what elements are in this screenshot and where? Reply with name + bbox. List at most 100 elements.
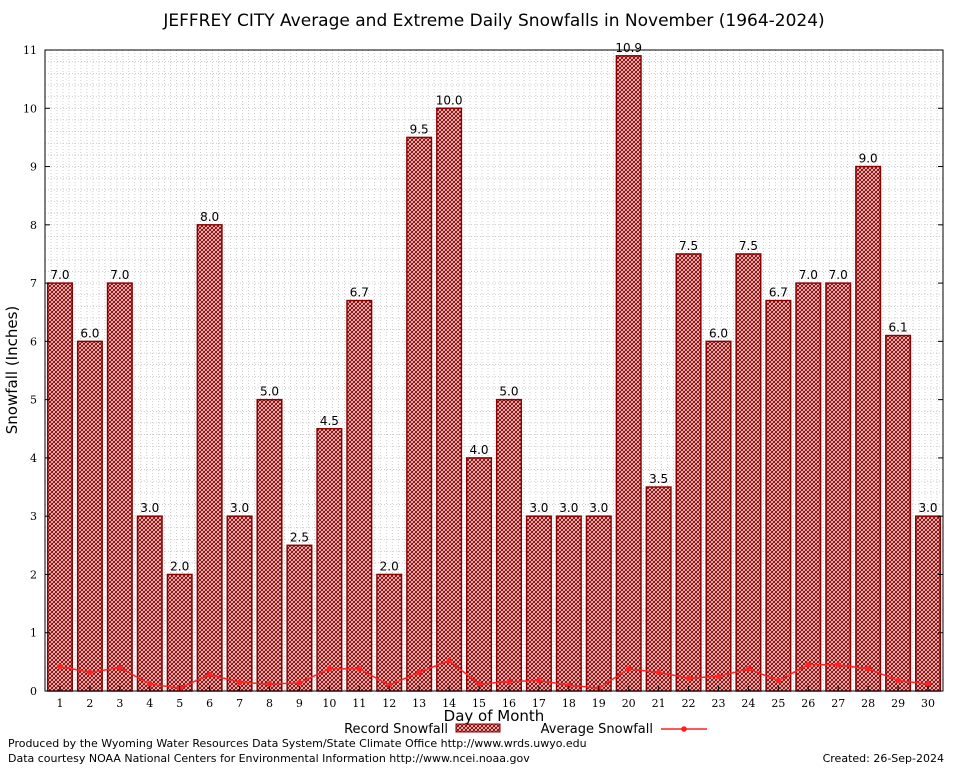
bar-value-label: 2.5 <box>290 530 309 544</box>
x-ticks: 1 2 3 4 5 6 7 8 9 10 11 12 13 14 15 16 17 18 19 20 21 22 23 24 2… <box>56 686 935 710</box>
y-tick-label: 7 <box>30 277 37 290</box>
bar-value-label: 4.5 <box>320 414 339 428</box>
average-point-day-30 <box>925 681 931 687</box>
average-point-day-7 <box>236 679 243 686</box>
bar-record-day-18 <box>555 515 582 692</box>
average-point-day-14 <box>446 657 452 664</box>
average-point-day-24 <box>745 666 752 672</box>
bar-value-label: 7.0 <box>50 268 69 282</box>
bar-record-day-14 <box>436 107 463 692</box>
y-tick-label: 2 <box>30 568 37 581</box>
y-tick-label: 10 <box>23 102 37 115</box>
bar-value-label: 7.0 <box>110 268 129 282</box>
bar-value-label: 10.9 <box>615 41 642 55</box>
bar-value-label: 8.0 <box>200 210 219 224</box>
x-tick-label: 25 <box>771 697 785 710</box>
bar-record-day-27 <box>825 282 852 692</box>
x-tick-label: 23 <box>712 697 726 710</box>
bar-record-day-23 <box>705 340 732 692</box>
y-tick-label: 4 <box>30 452 37 465</box>
x-tick-label: 22 <box>682 697 696 710</box>
x-tick-label: 11 <box>352 697 366 710</box>
bar-record-day-3 <box>106 282 133 692</box>
bar-record-day-11 <box>346 299 373 692</box>
x-tick-label: 14 <box>442 697 456 710</box>
average-point-day-18 <box>566 682 572 688</box>
y-axis-label: Snowfall (Inches) <box>3 306 21 434</box>
bar-record-day-1 <box>46 282 73 692</box>
bar-record-day-24 <box>735 253 762 692</box>
x-tick-label: 4 <box>146 697 153 710</box>
average-line <box>57 657 931 691</box>
footer-courtesy: Data courtesy NOAA National Centers for … <box>8 752 530 765</box>
bar-value-label: 5.0 <box>260 385 279 399</box>
bar-value-label: 3.5 <box>649 472 668 486</box>
bar-value-label: 3.0 <box>529 501 548 515</box>
y-tick-label: 1 <box>30 627 37 640</box>
bar-value-label: 2.0 <box>380 559 399 573</box>
x-tick-label: 28 <box>861 697 875 710</box>
bar-record-day-13 <box>406 136 433 692</box>
average-point-day-15 <box>476 681 482 687</box>
bar-value-label: 7.5 <box>739 239 758 253</box>
bar-value-label: 7.0 <box>829 268 848 282</box>
average-point-day-3 <box>117 664 123 671</box>
x-tick-label: 8 <box>266 697 273 710</box>
x-tick-label: 30 <box>921 697 935 710</box>
bar-record-day-16 <box>495 398 522 692</box>
bar-record-day-2 <box>76 340 103 692</box>
bar-value-label: 6.7 <box>350 286 369 300</box>
average-series-line <box>59 659 929 689</box>
bar-value-label: 6.0 <box>709 326 728 340</box>
average-point-day-16 <box>506 678 512 685</box>
x-tick-label: 21 <box>652 697 666 710</box>
bar-record-day-9 <box>286 544 313 692</box>
average-point-day-21 <box>655 669 662 676</box>
bar-value-label: 7.5 <box>679 239 698 253</box>
average-point-day-12 <box>386 682 393 688</box>
y-tick-label: 9 <box>30 161 37 174</box>
x-tick-label: 5 <box>176 697 183 710</box>
legend-average-label: Average Snowfall <box>541 722 653 737</box>
average-point-day-27 <box>835 661 842 668</box>
bar-record-day-4 <box>136 515 163 692</box>
x-tick-label: 3 <box>116 697 123 710</box>
x-tick-label: 29 <box>891 697 905 710</box>
bar-value-label: 3.0 <box>918 501 937 515</box>
average-point-day-10 <box>326 666 333 672</box>
bar-record-day-5 <box>166 573 193 692</box>
bar-record-day-10 <box>316 428 343 692</box>
x-tick-label: 9 <box>296 697 303 710</box>
legend: Record Snowfall Average Snowfall <box>344 722 707 737</box>
bar-record-day-12 <box>376 573 403 692</box>
bar-value-label: 3.0 <box>230 501 249 515</box>
bar-value-label: 10.0 <box>436 93 463 107</box>
x-tick-label: 7 <box>236 697 243 710</box>
legend-record-swatch <box>455 723 501 733</box>
x-tick-label: 24 <box>741 697 755 710</box>
average-point-day-17 <box>536 677 542 684</box>
bar-record-day-7 <box>226 515 253 692</box>
x-tick-label: 10 <box>322 697 336 710</box>
bar-value-label: 2.0 <box>170 559 189 573</box>
average-point-day-13 <box>416 669 422 676</box>
x-tick-label: 15 <box>472 697 486 710</box>
bar-record-day-25 <box>765 299 792 692</box>
bar-value-label: 6.1 <box>889 321 908 335</box>
x-tick-label: 18 <box>562 697 576 710</box>
y-tick-label: 5 <box>30 394 37 407</box>
footer-created: Created: 26-Sep-2024 <box>823 752 944 765</box>
average-point-day-1 <box>57 663 63 670</box>
x-tick-label: 19 <box>592 697 606 710</box>
bar-value-label: 3.0 <box>140 501 159 515</box>
x-tick-label: 6 <box>206 697 213 710</box>
footer-produced: Produced by the Wyoming Water Resources … <box>8 737 587 750</box>
average-point-day-2 <box>87 669 93 676</box>
bar-value-label: 6.7 <box>769 286 788 300</box>
bar-record-day-8 <box>256 398 283 692</box>
x-tick-label: 1 <box>56 697 63 710</box>
bar-value-label: 9.0 <box>859 152 878 166</box>
bar-record-day-30 <box>915 515 942 692</box>
y-tick-label: 3 <box>30 510 37 523</box>
average-point-day-29 <box>895 677 901 684</box>
